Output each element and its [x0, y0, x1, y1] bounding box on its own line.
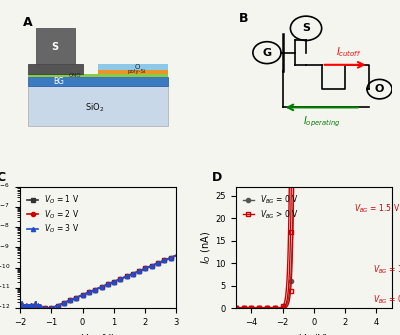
$V_O$ = 3 V	[18, 303, 23, 307]
$V_O$ = 1 V	[114, 279, 118, 283]
$V_O$ = 2 V	[150, 264, 155, 268]
X-axis label: $V_O$ (V): $V_O$ (V)	[298, 332, 329, 335]
X-axis label: $V_{BG}$ (V): $V_{BG}$ (V)	[80, 332, 116, 335]
$V_O$ = 3 V	[40, 306, 44, 310]
$V_O$ = 3 V	[160, 259, 164, 263]
Text: $V_{BG}$ = 0.5 V: $V_{BG}$ = 0.5 V	[373, 294, 400, 306]
$V_O$ = 3 V	[114, 279, 118, 283]
$V_O$ = 3 V	[111, 280, 116, 284]
Text: SiO$_2$: SiO$_2$	[85, 101, 105, 114]
Text: G: G	[262, 48, 272, 58]
Text: S: S	[302, 23, 310, 33]
$V_{BG}$ = 0 V	[284, 303, 289, 307]
Text: $I_{cutoff}$: $I_{cutoff}$	[336, 45, 361, 59]
$V_O$ = 1 V	[150, 264, 155, 268]
Text: A: A	[23, 16, 33, 29]
Line: $V_O$ = 1 V: $V_O$ = 1 V	[18, 253, 178, 310]
Text: C: C	[0, 171, 6, 184]
$V_O$ = 2 V	[160, 259, 164, 263]
$V_O$ = 2 V	[18, 305, 22, 309]
Text: O: O	[134, 64, 140, 70]
$V_O$ = 1 V	[40, 306, 44, 310]
Line: $V_O$ = 3 V: $V_O$ = 3 V	[18, 253, 178, 310]
$V_{BG}$ > 0 V	[252, 306, 257, 310]
Y-axis label: $I_O$ (nA): $I_O$ (nA)	[199, 231, 213, 264]
$V_{BG}$ = 0 V	[252, 306, 257, 310]
Text: D: D	[212, 171, 222, 184]
Polygon shape	[28, 64, 82, 74]
Line: $V_{BG}$ = 0 V: $V_{BG}$ = 0 V	[234, 0, 394, 310]
Text: O: O	[375, 84, 384, 94]
Text: $V_{BG}$ = 1 V: $V_{BG}$ = 1 V	[373, 264, 400, 276]
$V_O$ = 3 V	[174, 253, 179, 257]
Legend: $V_O$ = 1 V, $V_O$ = 2 V, $V_O$ = 3 V: $V_O$ = 1 V, $V_O$ = 2 V, $V_O$ = 3 V	[24, 190, 83, 239]
$V_O$ = 2 V	[18, 303, 23, 307]
$V_O$ = 2 V	[40, 306, 44, 310]
$V_O$ = 2 V	[111, 280, 116, 284]
$V_O$ = 1 V	[111, 280, 116, 284]
$V_O$ = 2 V	[114, 279, 118, 283]
Polygon shape	[98, 64, 168, 70]
Polygon shape	[98, 70, 168, 74]
$V_O$ = 1 V	[111, 280, 116, 284]
$V_O$ = 1 V	[18, 303, 23, 307]
$V_{BG}$ > 0 V	[284, 305, 289, 309]
Text: ONO: ONO	[68, 73, 81, 78]
$V_O$ = 1 V	[174, 253, 179, 257]
$V_O$ = 2 V	[111, 280, 116, 284]
$V_O$ = 3 V	[150, 264, 155, 268]
Line: $V_{BG}$ > 0 V: $V_{BG}$ > 0 V	[234, 0, 394, 310]
$V_O$ = 1 V	[160, 259, 164, 263]
Text: $I_{operating}$: $I_{operating}$	[303, 115, 340, 129]
Text: B: B	[239, 12, 248, 25]
$V_{BG}$ = 0 V	[233, 306, 238, 310]
$V_O$ = 3 V	[111, 280, 116, 284]
$V_O$ = 2 V	[174, 253, 179, 257]
$V_{BG}$ > 0 V	[233, 306, 238, 310]
Text: poly-Si: poly-Si	[128, 69, 146, 74]
Text: S: S	[52, 42, 59, 52]
Polygon shape	[28, 85, 168, 126]
Line: $V_O$ = 2 V: $V_O$ = 2 V	[18, 253, 178, 310]
Legend: $V_{BG}$ = 0 V, $V_{BG}$ > 0 V: $V_{BG}$ = 0 V, $V_{BG}$ > 0 V	[240, 190, 302, 224]
$V_O$ = 1 V	[18, 305, 22, 309]
Text: BG: BG	[54, 77, 64, 86]
Polygon shape	[28, 74, 168, 77]
Polygon shape	[28, 77, 168, 85]
Polygon shape	[36, 28, 75, 64]
$V_O$ = 3 V	[18, 305, 22, 309]
Text: $V_{BG}$ = 1.5 V: $V_{BG}$ = 1.5 V	[354, 203, 400, 215]
